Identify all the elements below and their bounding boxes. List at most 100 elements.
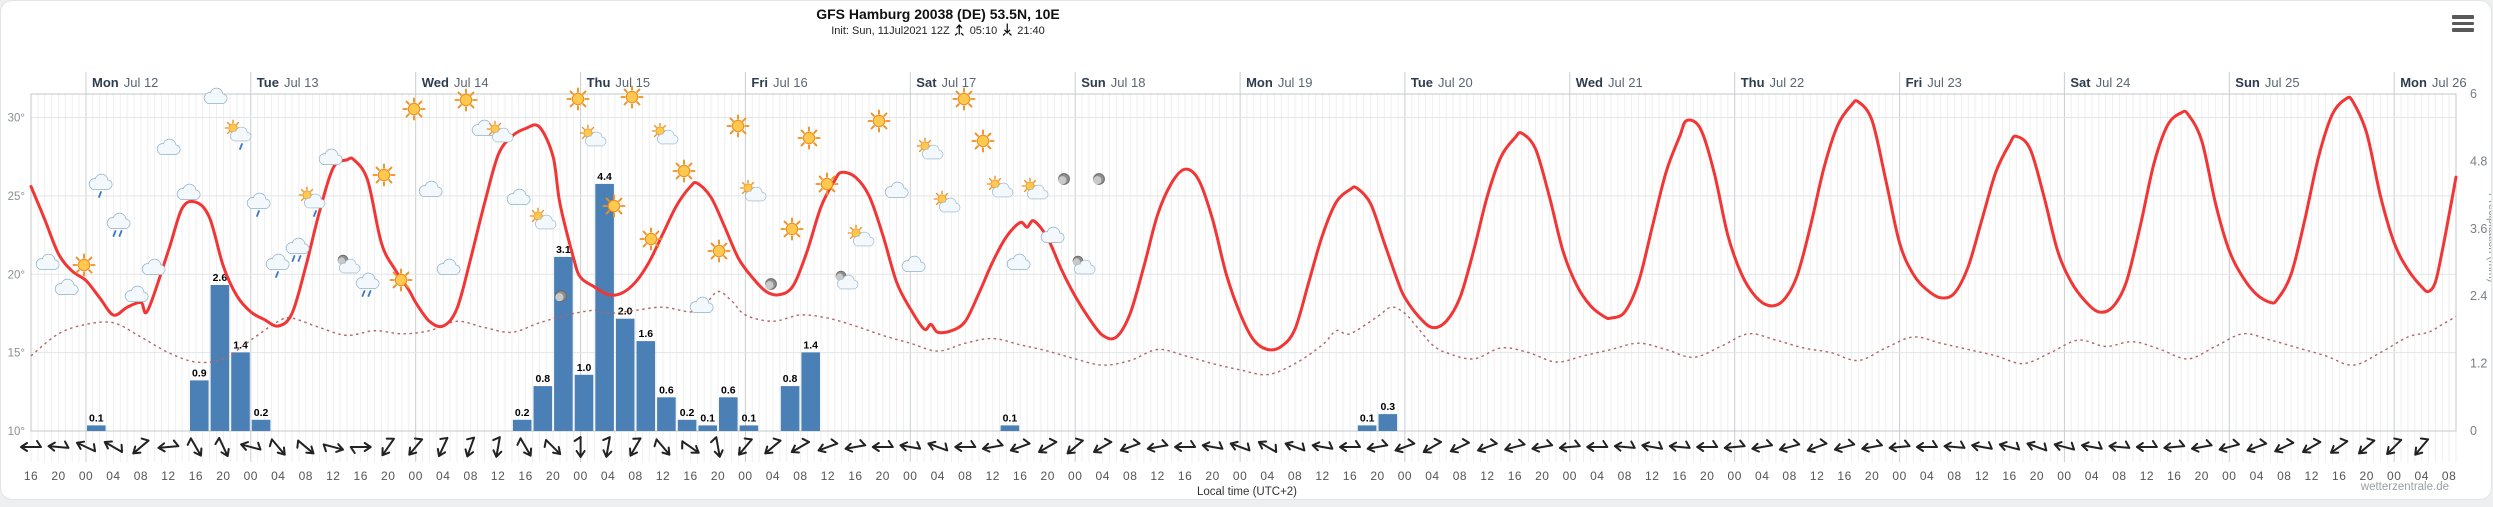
svg-text:1.4: 1.4 [803,339,818,351]
precip-axis-title: Precipitation (mm) [2486,193,2492,282]
svg-text:00: 00 [903,469,917,483]
svg-text:08: 08 [958,469,972,483]
wind-barb-icon [2246,438,2268,454]
svg-text:12: 12 [821,469,835,483]
wind-barb-icon [1586,440,1609,452]
svg-text:00: 00 [573,469,587,483]
svg-text:16: 16 [848,469,862,483]
svg-text:20: 20 [2030,469,2044,483]
wind-barb-icon [75,440,97,453]
svg-text:04: 04 [931,469,945,483]
svg-text:0.2: 0.2 [515,407,530,419]
wind-barb-icon [1723,439,1746,453]
svg-text:04: 04 [2415,469,2429,483]
sun-icon [971,129,995,153]
svg-text:12: 12 [1150,469,1164,483]
cloud-icon [901,255,926,273]
svg-text:08: 08 [299,469,313,483]
svg-text:0.6: 0.6 [659,384,674,396]
wind-barb-icon [2218,438,2240,453]
wind-barb-icon [1504,438,1526,453]
svg-text:04: 04 [601,469,615,483]
svg-text:16: 16 [2002,469,2016,483]
wind-barb-icon [871,440,894,452]
svg-text:12: 12 [1810,469,1824,483]
suncloud-icon [486,120,514,143]
svg-text:00: 00 [1068,469,1082,483]
svg-text:20: 20 [1370,469,1384,483]
svg-text:12: 12 [1975,469,1989,483]
wind-barb-icon [954,440,977,452]
wind-barb-icon [737,437,753,456]
wind-barb-icon [2414,437,2430,456]
wind-barb-icon [2302,437,2322,454]
weather-icons [35,85,1105,314]
wind-barb-icon [1943,440,1966,452]
wind-barb-icon [1477,438,1498,454]
svg-text:16: 16 [189,469,203,483]
wind-barb-icon [764,437,782,455]
sun-icon [620,85,644,109]
svg-text:16: 16 [683,469,697,483]
svg-text:00: 00 [244,469,258,483]
svg-text:0.1: 0.1 [89,412,104,424]
wind-barb-icon [214,436,230,458]
wind-barb-icon [1668,440,1691,452]
plot-frame [30,93,2457,432]
rain2-icon [285,237,310,262]
svg-text:08: 08 [1453,469,1467,483]
svg-text:12: 12 [326,469,340,483]
wind-barb-icon [20,440,42,452]
wind-barb-icon [2026,440,2048,452]
wind-barb-icon [464,436,476,458]
svg-text:08: 08 [1947,469,1961,483]
precipitation-bars: 0.10.92.61.40.2 0.20.83.11.04.42.01.60.60… [87,171,1398,431]
wind-barb-icon [2330,437,2349,454]
svg-text:08: 08 [2442,469,2456,483]
svg-text:04: 04 [2085,469,2099,483]
rainsun-icon [298,186,326,217]
wind-barb-icon [268,438,286,456]
svg-text:20°: 20° [8,269,25,281]
temperature-line [29,95,2458,352]
rain1-icon [246,192,271,217]
wind-barb-icon [1009,438,1031,454]
sunrise-icon [954,23,966,39]
svg-text:15°: 15° [8,348,25,360]
suncloud-icon [579,124,607,147]
wind-barb-icon [1366,439,1389,453]
wind-barb-icon [629,437,642,457]
time-axis-labels: 16 20 00 04 08 12 16 20 00 04 08 12 16 20 00 04 08 12 16 20… [24,469,2456,483]
day-labels: Mon Jul 12 Tue Jul 13 Wed Jul 14 Thu Jul 15 Fri J… [92,75,2467,90]
suncloud-icon [1021,177,1049,200]
suncloud-icon [739,179,767,202]
svg-text:08: 08 [2112,469,2126,483]
wind-barb-icon [132,437,150,455]
svg-text:12: 12 [656,469,670,483]
wind-barb-icon [1888,439,1911,453]
suncloud-icon [651,122,679,145]
svg-text:12: 12 [986,469,1000,483]
svg-text:0.1: 0.1 [1003,412,1018,424]
wind-barb-icon [2358,437,2376,455]
wind-barb-icon [1806,438,1828,454]
wind-barb-icon [1174,440,1197,452]
svg-text:3.6: 3.6 [2470,222,2487,236]
wind-barb-icon [1531,439,1554,453]
svg-text:0: 0 [2470,424,2477,438]
cloud-icon [1040,226,1065,244]
svg-text:08: 08 [1123,469,1137,483]
hamburger-menu-icon[interactable] [2452,15,2474,35]
rain1-icon [88,173,113,198]
suncloud-icon [847,224,875,247]
sun-icon [672,159,696,183]
wind-barb-icon [1093,437,1113,454]
